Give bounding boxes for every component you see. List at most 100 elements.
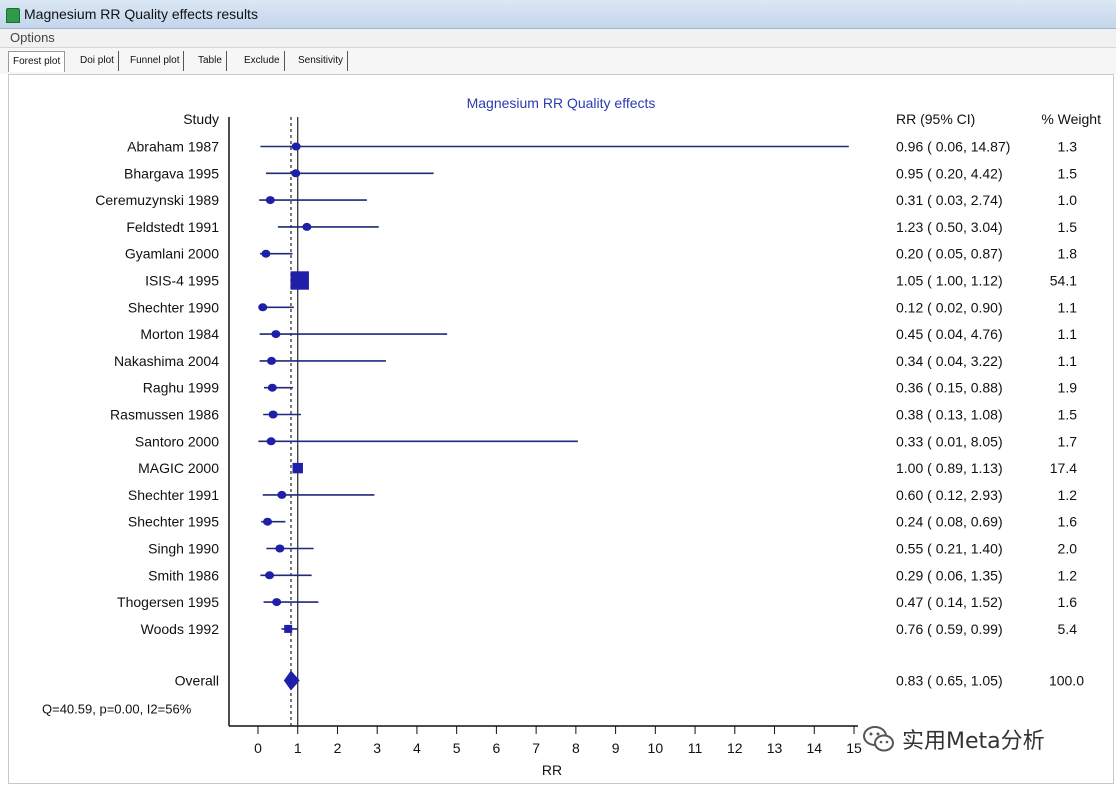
ci-text: 0.96 ( 0.06, 14.87) (896, 139, 1010, 155)
watermark: 实用Meta分析 (862, 722, 1045, 756)
x-tick-label: 1 (294, 740, 302, 756)
study-label: Woods 1992 (141, 621, 220, 637)
tab-funnel-plot[interactable]: Funnel plot (126, 51, 185, 71)
x-tick-label: 13 (767, 740, 783, 756)
ci-text: 0.12 ( 0.02, 0.90) (896, 299, 1003, 315)
overall-weight-text: 100.0 (1049, 673, 1084, 689)
title-bar: Magnesium RR Quality effects results (0, 0, 1116, 29)
ci-header: RR (95% CI) (896, 111, 975, 127)
ci-text: 1.23 ( 0.50, 3.04) (896, 219, 1003, 235)
tab-doi-plot[interactable]: Doi plot (76, 51, 119, 71)
weight-text: 1.8 (1058, 246, 1078, 262)
x-tick-label: 5 (453, 740, 461, 756)
study-label: Nakashima 2004 (114, 353, 219, 369)
weight-text: 1.7 (1058, 433, 1078, 449)
study-marker (291, 142, 301, 151)
ci-text: 0.76 ( 0.59, 0.99) (896, 621, 1003, 637)
study-marker (263, 517, 273, 526)
x-tick-label: 0 (254, 740, 262, 756)
weight-text: 1.9 (1058, 380, 1078, 396)
weight-text: 17.4 (1050, 460, 1077, 476)
weight-text: 5.4 (1058, 621, 1078, 637)
weight-text: 1.0 (1058, 192, 1078, 208)
weight-text: 2.0 (1058, 541, 1078, 557)
ci-text: 0.24 ( 0.08, 0.69) (896, 514, 1003, 530)
menu-bar: Options (0, 29, 1116, 48)
x-tick-label: 2 (334, 740, 342, 756)
study-marker (284, 624, 293, 633)
weight-text: 1.1 (1058, 299, 1078, 315)
overall-ci-text: 0.83 ( 0.65, 1.05) (896, 673, 1003, 689)
forest-plot: Magnesium RR Quality effects Study RR (95%… (42, 95, 1101, 778)
study-marker (290, 271, 309, 290)
tab-table[interactable]: Table (194, 51, 227, 71)
ci-text: 0.47 ( 0.14, 1.52) (896, 594, 1003, 610)
x-tick-label: 7 (532, 740, 540, 756)
x-tick-label: 4 (413, 740, 421, 756)
tab-forest-plot[interactable]: Forest plot (8, 51, 66, 72)
weight-text: 1.1 (1058, 353, 1078, 369)
tab-sensitivity[interactable]: Sensitivity (294, 51, 349, 71)
x-tick-label: 10 (648, 740, 664, 756)
window-title: Magnesium RR Quality effects results (24, 6, 258, 22)
weight-text: 1.3 (1058, 139, 1078, 155)
overall-diamond (283, 670, 300, 691)
study-marker (291, 169, 301, 178)
ci-text: 0.31 ( 0.03, 2.74) (896, 192, 1003, 208)
x-tick-label: 9 (612, 740, 620, 756)
ci-text: 0.38 ( 0.13, 1.08) (896, 407, 1003, 423)
x-tick-label: 3 (373, 740, 381, 756)
study-marker (267, 356, 277, 365)
x-axis-label: RR (542, 762, 562, 778)
tab-bar: Forest plot Doi plot Funnel plot Table E… (0, 48, 1116, 74)
x-tick-label: 11 (688, 740, 703, 756)
study-label: Gyamlani 2000 (125, 246, 219, 262)
watermark-text: 实用Meta分析 (902, 729, 1045, 754)
ci-text: 0.45 ( 0.04, 4.76) (896, 326, 1003, 342)
study-marker (277, 490, 287, 499)
weight-text: 54.1 (1050, 273, 1077, 289)
menu-options[interactable]: Options (10, 30, 55, 45)
study-marker (267, 383, 277, 392)
study-marker (272, 598, 282, 607)
study-label: Shechter 1995 (128, 514, 219, 530)
study-marker (265, 196, 275, 205)
study-label: Smith 1986 (148, 567, 219, 583)
weight-text: 1.5 (1058, 165, 1078, 181)
study-marker (268, 410, 278, 419)
study-marker (258, 303, 268, 312)
study-marker (275, 544, 285, 553)
study-label: Ceremuzynski 1989 (95, 192, 219, 208)
study-label: Raghu 1999 (143, 380, 220, 396)
study-label: MAGIC 2000 (138, 460, 219, 476)
x-tick-label: 15 (846, 740, 862, 756)
plot-panel: Magnesium RR Quality effects Study RR (95%… (8, 74, 1114, 784)
x-tick-label: 14 (806, 740, 822, 756)
ci-text: 0.20 ( 0.05, 0.87) (896, 246, 1003, 262)
ci-text: 1.00 ( 0.89, 1.13) (896, 460, 1003, 476)
ci-text: 0.95 ( 0.20, 4.42) (896, 165, 1003, 181)
weight-text: 1.2 (1058, 567, 1078, 583)
tab-exclude[interactable]: Exclude (240, 51, 285, 71)
weight-text: 1.2 (1058, 487, 1078, 503)
x-tick-label: 8 (572, 740, 580, 756)
ci-text: 0.34 ( 0.04, 3.22) (896, 353, 1003, 369)
study-label: Shechter 1990 (128, 299, 219, 315)
study-marker (261, 249, 271, 258)
weight-text: 1.5 (1058, 407, 1078, 423)
study-label: Abraham 1987 (127, 139, 219, 155)
study-label: Feldstedt 1991 (126, 219, 219, 235)
x-tick-label: 6 (493, 740, 501, 756)
study-header: Study (183, 111, 219, 127)
study-label: Morton 1984 (140, 326, 219, 342)
x-tick-label: 12 (727, 740, 743, 756)
ci-text: 0.55 ( 0.21, 1.40) (896, 541, 1003, 557)
app-icon (6, 8, 20, 23)
study-label: Shechter 1991 (128, 487, 219, 503)
wechat-icon (863, 726, 894, 752)
ci-text: 0.60 ( 0.12, 2.93) (896, 487, 1003, 503)
ci-text: 0.29 ( 0.06, 1.35) (896, 567, 1003, 583)
weight-header: % Weight (1041, 111, 1101, 127)
ci-text: 0.36 ( 0.15, 0.88) (896, 380, 1003, 396)
study-marker (271, 330, 281, 339)
